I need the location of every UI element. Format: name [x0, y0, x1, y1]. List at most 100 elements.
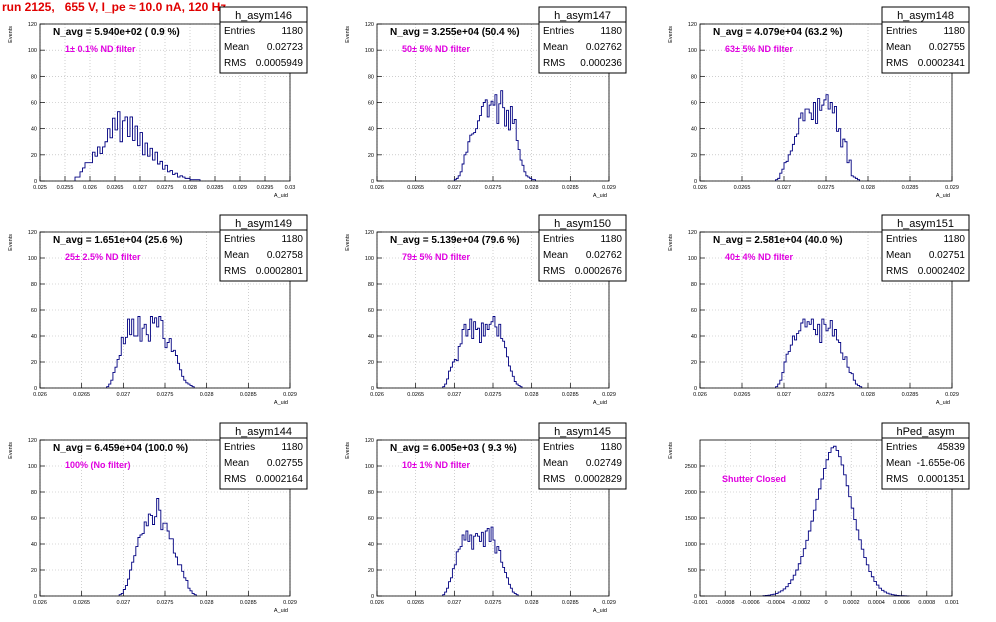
y-tick-label: 0 [34, 179, 37, 185]
x-tick-label: 0.025 [33, 185, 47, 191]
x-tick-label: 0.0265 [407, 392, 424, 398]
stats-value-rms: 0.0001351 [918, 474, 966, 485]
y-tick-label: 80 [691, 74, 697, 80]
x-tick-label: 0.0002 [843, 600, 860, 606]
stats-label-mean: Mean [543, 458, 568, 469]
y-tick-label: 100 [365, 48, 374, 54]
x-tick-label: 0.0265 [73, 392, 90, 398]
y-axis-label: Events [345, 442, 351, 459]
histogram-panel-h_asym147: 0.026 0.0265 0.027 0.0275 0.028 0.0285 0.029 0 2… [345, 6, 627, 199]
x-tick-label: 0.0255 [57, 185, 74, 191]
histogram-panel-h_asym150: 0.026 0.0265 0.027 0.0275 0.028 0.0285 0.029 0 2… [345, 214, 627, 406]
stats-box [881, 214, 970, 282]
histogram-series [74, 111, 201, 181]
stats-value-mean: 0.02723 [267, 42, 304, 53]
x-tick-label: 0.026 [370, 185, 384, 191]
histogram-panel-h_asym149: 0.026 0.0265 0.027 0.0275 0.028 0.0285 0.029 0 2… [8, 214, 308, 406]
stats-value-entries: 1180 [281, 26, 303, 37]
y-axis-label: Events [668, 26, 674, 43]
x-tick-label: 0.0004 [868, 600, 885, 606]
y-axis-label: Events [8, 234, 14, 251]
x-tick-label: 0.0275 [818, 185, 835, 191]
stats-value-entries: 1180 [943, 234, 965, 245]
x-axis-label: A_uid [936, 193, 950, 199]
x-axis-label: A_uid [274, 193, 288, 199]
x-tick-label: 0.0285 [562, 185, 579, 191]
plot-frame [699, 23, 953, 182]
histogram-series [442, 526, 519, 596]
y-tick-label: 120 [365, 230, 374, 236]
histogram-name: h_asym148 [897, 10, 954, 22]
plot-frame [376, 23, 610, 182]
stats-label-mean: Mean [224, 458, 249, 469]
x-tick-label: 0.027 [116, 392, 130, 398]
navg-label: N_avg = 6.459e+04 (100.0 %) [53, 443, 188, 454]
filter-annotation: 100% (No filter) [65, 460, 131, 470]
stats-box [881, 6, 970, 74]
x-tick-label: 0.0275 [485, 392, 502, 398]
stats-value-entries: 1180 [600, 442, 622, 453]
x-tick-label: 0.0275 [157, 392, 174, 398]
y-tick-label: 120 [28, 230, 37, 236]
x-tick-label: 0.03 [285, 185, 296, 191]
stats-label-mean: Mean [886, 42, 911, 53]
x-tick-label: -0.0004 [766, 600, 785, 606]
x-tick-label: 0.026 [33, 600, 47, 606]
plot-frame [39, 231, 291, 389]
x-tick-label: 0.029 [283, 392, 297, 398]
stats-value-mean: 0.02762 [586, 250, 623, 261]
histogram-name: h_asym144 [235, 426, 292, 438]
stats-value-rms: 0.0002676 [575, 266, 623, 277]
x-tick-label: 0.026 [83, 185, 97, 191]
stats-value-mean: 0.02751 [929, 250, 966, 261]
x-axis-label: A_uid [274, 400, 288, 406]
histogram-name: h_asym147 [554, 10, 611, 22]
x-tick-label: 0.0275 [485, 600, 502, 606]
histogram-name: h_asym145 [554, 426, 611, 438]
histogram-series [118, 498, 197, 596]
y-tick-label: 1000 [685, 542, 697, 548]
stats-box [219, 422, 308, 490]
x-tick-label: 0.0006 [893, 600, 910, 606]
stats-label-rms: RMS [224, 474, 247, 485]
x-tick-label: -0.001 [692, 600, 708, 606]
x-tick-label: 0.0275 [157, 185, 174, 191]
x-tick-label: 0.0265 [73, 600, 90, 606]
x-tick-label: 0.028 [861, 185, 875, 191]
x-axis-label: A_uid [593, 400, 607, 406]
stats-value-rms: 0.0002164 [256, 474, 304, 485]
histogram-series [106, 316, 195, 388]
y-tick-label: 80 [31, 74, 37, 80]
x-tick-label: 0.0275 [485, 185, 502, 191]
stats-box [219, 6, 308, 74]
histogram-panel-h_asym146: 0.025 0.0255 0.026 0.0265 0.027 0.0275 0.028 0.… [8, 6, 308, 199]
y-tick-label: 0 [694, 594, 697, 600]
stats-value-mean: 0.02755 [267, 458, 304, 469]
x-tick-label: 0.0275 [818, 392, 835, 398]
stats-label-rms: RMS [886, 266, 909, 277]
stats-value-entries: 1180 [600, 234, 622, 245]
x-tick-label: 0.029 [602, 600, 616, 606]
stats-box [538, 6, 627, 74]
stats-label-entries: Entries [886, 26, 917, 37]
x-tick-label: 0.0265 [407, 185, 424, 191]
x-tick-label: 0.0008 [918, 600, 935, 606]
x-tick-label: 0.028 [525, 600, 539, 606]
x-tick-label: 0.027 [133, 185, 147, 191]
y-tick-label: 120 [28, 22, 37, 28]
stats-box [881, 422, 970, 490]
y-tick-label: 80 [368, 282, 374, 288]
stats-value-mean: 0.02749 [586, 458, 623, 469]
y-tick-label: 0 [371, 386, 374, 392]
x-tick-label: 0.0265 [734, 392, 751, 398]
histogram-panel-h_asym145: 0.026 0.0265 0.027 0.0275 0.028 0.0285 0.029 0 2… [345, 422, 627, 614]
histogram-panel-h_asym148: 0.026 0.0265 0.027 0.0275 0.028 0.0285 0.029 0 2… [668, 6, 970, 199]
x-tick-label: 0.028 [861, 392, 875, 398]
y-tick-label: 100 [28, 464, 37, 470]
y-tick-label: 60 [368, 308, 374, 314]
plot-frame [376, 231, 610, 389]
histogram-name: h_asym146 [235, 10, 292, 22]
histogram-series [775, 94, 861, 181]
y-tick-label: 80 [31, 282, 37, 288]
